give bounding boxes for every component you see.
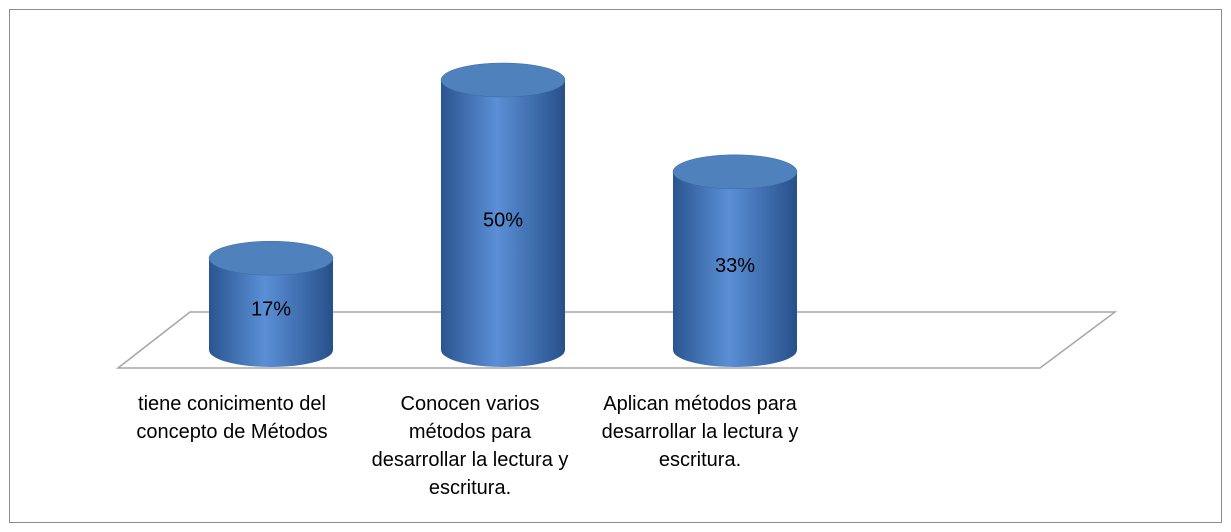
cylinder-top xyxy=(440,62,566,98)
cylinder-top xyxy=(208,240,334,276)
value-label: 50% xyxy=(483,209,523,231)
cylinder-top xyxy=(672,154,798,190)
x-tick-label: Conocen varios métodos para desarrollar … xyxy=(371,393,569,499)
value-label: 33% xyxy=(715,255,755,277)
bar xyxy=(440,62,566,367)
value-label: 17% xyxy=(251,298,291,320)
x-tick-label: tiene conicimento del concepto de Método… xyxy=(136,393,328,443)
bar xyxy=(208,240,334,367)
bar xyxy=(672,154,798,367)
cylinder-body xyxy=(441,80,565,367)
cylinder-body xyxy=(209,258,333,367)
cylinder-body xyxy=(673,171,797,367)
x-tick-label: Aplican métodos para desarrollar la lect… xyxy=(601,393,799,471)
chart-border xyxy=(9,9,1222,523)
floor xyxy=(115,311,1118,369)
